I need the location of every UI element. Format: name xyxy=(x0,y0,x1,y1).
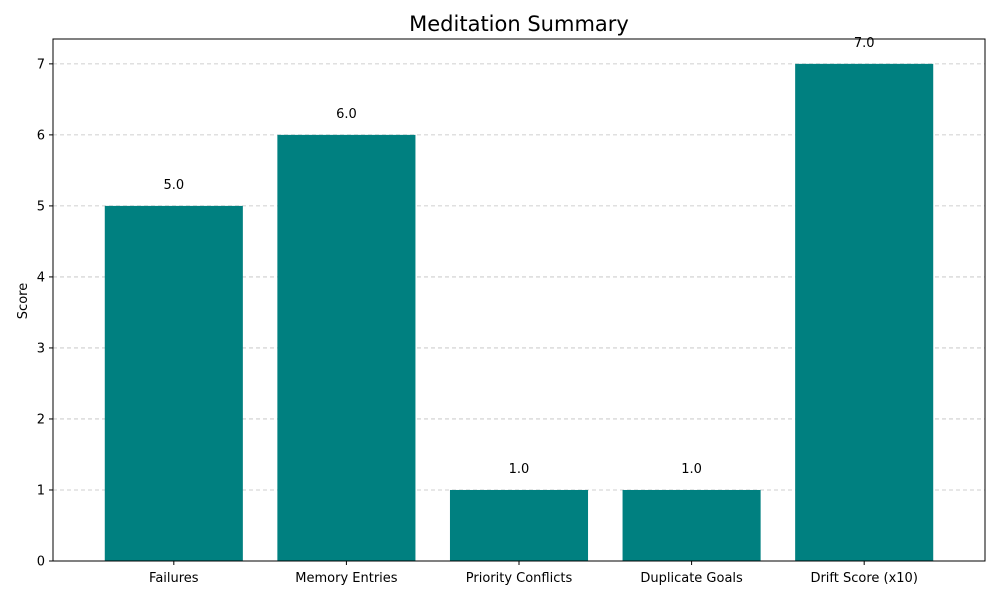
x-tick-label: Drift Score (x10) xyxy=(810,571,917,586)
y-tick-label: 2 xyxy=(37,412,45,427)
x-tick-label: Failures xyxy=(149,571,199,586)
bar-value-label: 1.0 xyxy=(681,462,702,477)
bar-value-label: 6.0 xyxy=(336,107,357,122)
y-tick-label: 4 xyxy=(37,270,45,285)
chart-title: Meditation Summary xyxy=(409,12,629,36)
bar xyxy=(622,489,761,561)
y-axis-ticks: 0 1 2 3 4 5 6 7 xyxy=(37,57,53,570)
y-tick-label: 7 xyxy=(37,57,45,72)
x-tick-label: Memory Entries xyxy=(295,571,398,586)
x-tick-label: Duplicate Goals xyxy=(640,571,743,586)
y-tick-label: 0 xyxy=(37,555,45,570)
bar-value-labels: 5.0 6.0 1.0 1.0 7.0 xyxy=(163,36,874,477)
bar-value-label: 5.0 xyxy=(163,178,184,193)
x-axis-ticks: Failures Memory Entries Priority Conflicts… xyxy=(149,561,918,586)
bar-value-label: 7.0 xyxy=(854,36,875,51)
bar xyxy=(795,63,934,561)
y-axis-label: Score xyxy=(16,283,31,319)
bars xyxy=(104,63,934,562)
bar xyxy=(104,205,243,562)
y-tick-label: 3 xyxy=(37,341,45,356)
x-tick-label: Priority Conflicts xyxy=(466,571,573,586)
bar xyxy=(449,489,589,561)
bar-value-label: 1.0 xyxy=(509,462,530,477)
y-tick-label: 6 xyxy=(37,128,45,143)
bar xyxy=(277,134,416,561)
y-tick-label: 1 xyxy=(37,483,45,498)
y-tick-label: 5 xyxy=(37,199,45,214)
